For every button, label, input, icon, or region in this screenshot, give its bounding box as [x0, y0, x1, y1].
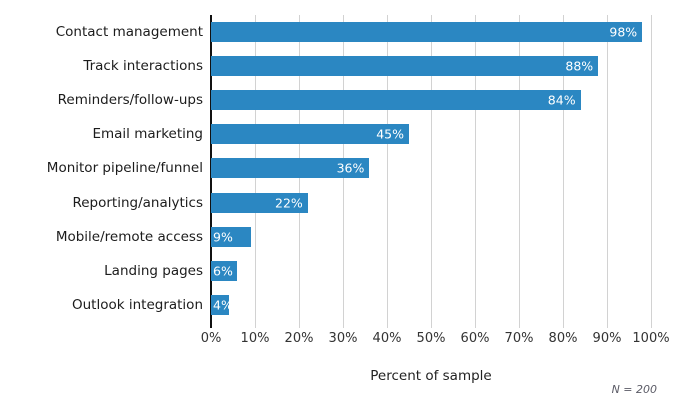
- gridline: [431, 15, 432, 328]
- bar-row: Contact management 98%: [56, 15, 651, 49]
- bar: 45%: [211, 124, 409, 145]
- category-label: Email marketing: [92, 126, 203, 143]
- bar-row: Outlook integration 4%: [72, 288, 651, 322]
- plot-area: Contact management 98% Track interactions 8…: [47, 15, 652, 328]
- bar-value-label: 45%: [376, 126, 404, 142]
- gridline: [387, 15, 388, 328]
- bar-row: Landing pages 6%: [104, 254, 651, 288]
- x-tick-label: 30%: [328, 331, 358, 346]
- bar-value-label: 88%: [565, 58, 594, 74]
- gridline: [475, 15, 476, 328]
- x-tick-label: 80%: [548, 331, 578, 346]
- bar: 22%: [211, 192, 308, 213]
- bar-row: Track interactions 88%: [83, 49, 651, 83]
- bar-value-label: 4%: [213, 297, 233, 313]
- bar-value-label: 98%: [609, 24, 638, 40]
- category-label: Landing pages: [104, 262, 203, 279]
- x-axis-label: Percent of sample: [370, 368, 492, 384]
- bar: 88%: [211, 56, 599, 77]
- category-label: Monitor pipeline/funnel: [46, 160, 203, 177]
- bar: 36%: [211, 158, 370, 179]
- category-label: Mobile/remote access: [55, 228, 203, 245]
- bar: 9%: [211, 226, 251, 247]
- category-label: Track interactions: [83, 58, 203, 75]
- x-tick-label: 50%: [416, 331, 446, 346]
- x-tick-label: 20%: [284, 331, 314, 346]
- bar-row: Reporting/analytics 22%: [72, 186, 651, 220]
- bar-rows: Contact management 98% Track interactions 8…: [47, 15, 651, 322]
- bar-value-label: 6%: [213, 263, 233, 279]
- x-tick-label: 100%: [632, 331, 670, 346]
- bar-row: Reminders/follow-ups 84%: [58, 83, 651, 117]
- bar-value-label: 9%: [213, 229, 233, 245]
- bar-value-label: 84%: [547, 92, 576, 108]
- gridline: [607, 15, 608, 328]
- x-tick-label: 0%: [200, 331, 222, 346]
- bar: 4%: [211, 294, 233, 315]
- gridline: [563, 15, 564, 328]
- bar-row: Email marketing 45%: [92, 117, 651, 151]
- bar-row: Mobile/remote access 9%: [56, 220, 651, 254]
- category-label: Outlook integration: [71, 296, 203, 313]
- category-label: Reporting/analytics: [72, 194, 203, 211]
- bar: 98%: [211, 22, 643, 43]
- x-tick-label: 10%: [240, 331, 270, 346]
- category-label: Contact management: [55, 24, 203, 41]
- bar: 6%: [211, 260, 238, 281]
- bar-row: Monitor pipeline/funnel 36%: [47, 151, 651, 185]
- x-axis-ticks: 0% 10% 20% 30% 40% 50% 60% 70% 80% 90% 100%: [201, 331, 670, 349]
- x-tick-label: 40%: [372, 331, 402, 346]
- gridline: [519, 15, 520, 328]
- gridline: [651, 15, 652, 328]
- x-tick-label: 60%: [460, 331, 490, 346]
- bar-value-label: 22%: [275, 195, 303, 211]
- x-tick-label: 70%: [504, 331, 534, 346]
- x-tick-label: 90%: [592, 331, 622, 346]
- category-label: Reminders/follow-ups: [57, 92, 203, 109]
- bar: 84%: [211, 90, 581, 111]
- sample-size-note: N = 200: [611, 383, 657, 396]
- bar-value-label: 36%: [336, 160, 365, 176]
